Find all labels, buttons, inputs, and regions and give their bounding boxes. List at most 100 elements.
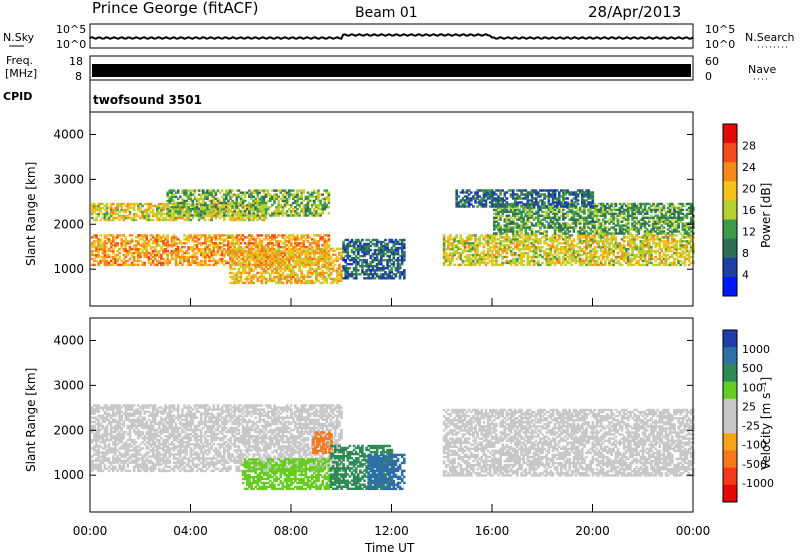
power-cell (233, 193, 236, 196)
power-cell (367, 265, 370, 268)
power-cell (518, 210, 521, 214)
power-cell (258, 240, 262, 243)
power-cell (93, 240, 96, 243)
power-cell (91, 202, 94, 206)
power-cell (524, 244, 528, 247)
power-cell (306, 273, 310, 277)
power-cell (476, 253, 479, 257)
power-cell (503, 208, 507, 212)
power-cell (516, 238, 519, 241)
power-cell (246, 208, 249, 211)
power-cell (160, 210, 163, 214)
power-cell (530, 230, 534, 233)
power-cell (317, 234, 320, 237)
power-cell (315, 275, 318, 279)
power-cell (308, 281, 312, 285)
power-cell (156, 240, 159, 243)
power-cell (206, 251, 209, 255)
power-cell (354, 238, 358, 242)
power-cell (476, 246, 479, 249)
power-cell (231, 242, 234, 245)
power-cell (264, 234, 268, 237)
power-cell (388, 248, 391, 252)
power-cell (315, 244, 318, 247)
power-cell (195, 214, 199, 217)
power-cell (202, 210, 205, 213)
power-cell (281, 251, 285, 255)
power-cell (254, 251, 257, 255)
power-cell (235, 206, 239, 209)
power-cell (185, 259, 188, 263)
power-cell (260, 279, 264, 283)
power-cell (321, 251, 324, 255)
power-cell (162, 249, 165, 253)
power-cell (572, 216, 576, 219)
power-cell (616, 261, 620, 265)
power-cell (522, 226, 525, 229)
power-cell (264, 261, 268, 265)
power-cell (101, 246, 105, 249)
power-cell (549, 226, 553, 229)
power-cell (112, 257, 115, 261)
power-cell (616, 255, 620, 259)
power-cell (277, 251, 280, 255)
power-cell (380, 252, 383, 256)
power-cell (153, 253, 157, 257)
power-cell (212, 212, 216, 215)
power-cell (304, 279, 308, 283)
power-cell (346, 267, 350, 270)
power-cell (103, 208, 107, 212)
power-cell (486, 240, 490, 243)
power-cell (662, 263, 666, 267)
power-cell (283, 195, 287, 198)
power-cell (664, 259, 668, 263)
power-cell (578, 240, 582, 243)
power-cell (340, 271, 343, 275)
power-cell (673, 263, 676, 267)
power-cell (604, 251, 607, 255)
power-cell (658, 238, 662, 241)
power-cell (643, 257, 647, 261)
power-cell (325, 247, 329, 251)
power-cell (250, 257, 253, 261)
power-cell (631, 234, 634, 237)
power-cell (210, 195, 213, 198)
power-cell (116, 259, 119, 263)
power-cell (604, 246, 607, 249)
power-cell (118, 255, 121, 259)
power-cell (543, 234, 546, 237)
power-cell (287, 267, 291, 271)
power-cell (191, 203, 195, 207)
power-cell (273, 238, 276, 241)
power-cell (170, 253, 174, 257)
power-cell (179, 201, 182, 205)
power-cell (292, 189, 295, 192)
power-cell (627, 263, 630, 267)
power-cell (497, 228, 500, 231)
power-cell (237, 240, 241, 243)
power-cell (273, 257, 276, 261)
power-cell (122, 249, 126, 253)
power-cell (478, 255, 481, 259)
power-cell (562, 212, 565, 215)
power-cell (132, 218, 136, 222)
power-cell (488, 255, 492, 259)
power-cell (239, 257, 243, 261)
power-cell (243, 246, 247, 249)
power-cell (229, 197, 232, 201)
power-cell (539, 208, 542, 212)
power-cell (499, 253, 502, 257)
power-cell (172, 240, 176, 243)
power-cell (250, 263, 253, 267)
power-cell (336, 255, 339, 259)
power-cell (530, 204, 534, 208)
power-cell (365, 263, 368, 266)
power-cell (281, 273, 285, 277)
power-cell (112, 218, 115, 222)
power-cell (126, 204, 130, 208)
power-cell (377, 250, 381, 254)
power-cell (589, 261, 592, 265)
power-cell (292, 208, 295, 211)
power-cell (145, 251, 149, 255)
power-cell (112, 261, 115, 265)
